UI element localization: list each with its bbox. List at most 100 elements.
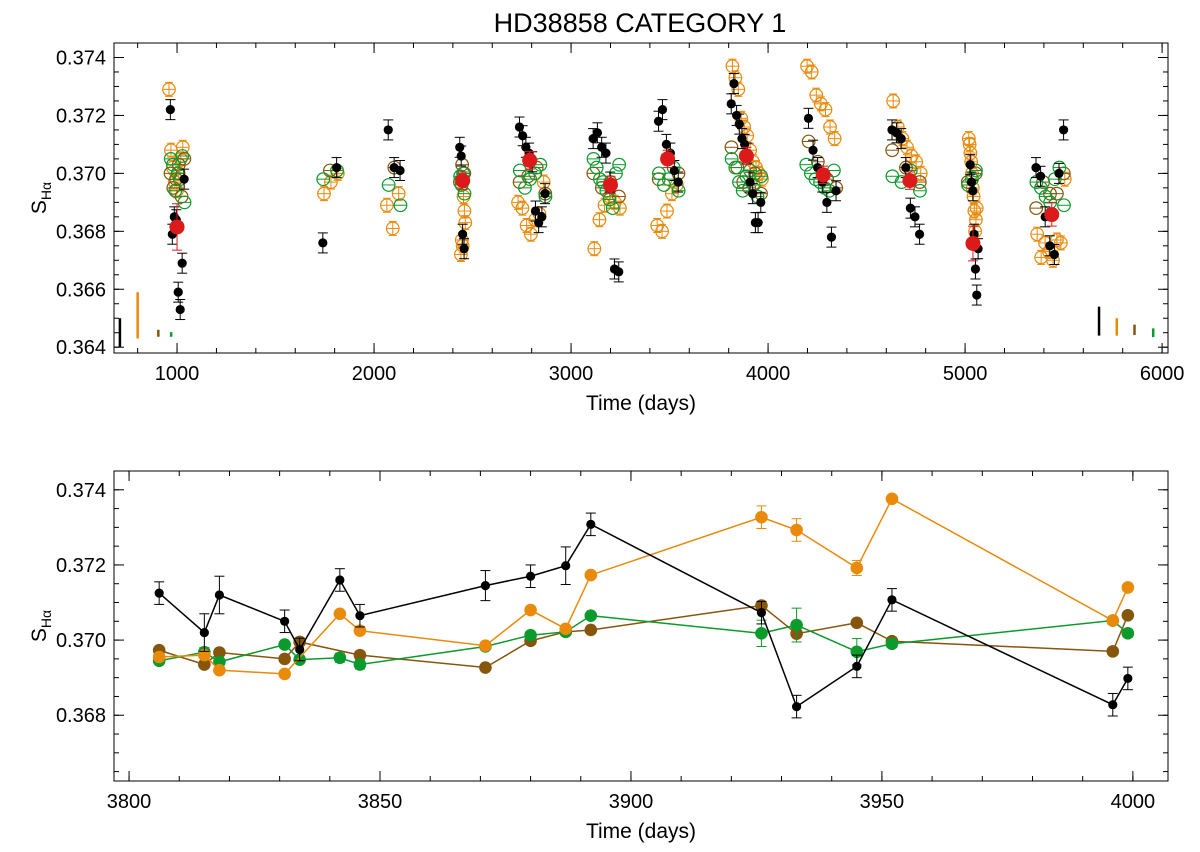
bottom-ytick-label: 0.370: [56, 630, 106, 652]
bottom-orange-point: [850, 561, 864, 575]
bottom-orange-point: [559, 622, 573, 636]
bottom-brown-point: [850, 616, 864, 630]
top-black-point: [179, 174, 189, 184]
top-black-point: [756, 197, 766, 207]
top-black-point: [530, 206, 541, 216]
bottom-brown-point: [198, 658, 211, 671]
top-seasonal-mean: [660, 151, 676, 167]
top-seasonal-mean: [815, 167, 831, 183]
bottom-orange-point: [198, 648, 211, 662]
bottom-panel: 3800 3850 3900 3950 4000 0.368 0.370 0.372 0.374…: [28, 470, 1169, 843]
bottom-green-point: [790, 618, 803, 632]
bottom-brown-point: [213, 646, 226, 659]
bottom-green-point: [278, 638, 291, 651]
bottom-black-point: [756, 608, 767, 618]
bottom-brown-point: [353, 648, 367, 662]
top-black-point: [968, 186, 978, 196]
top-black-point: [383, 125, 393, 135]
bottom-orange-point: [584, 568, 598, 582]
top-black-point: [745, 177, 755, 187]
top-black-point: [601, 148, 611, 158]
bottom-xtick-label: 3950: [860, 791, 905, 813]
top-seasonal-mean: [738, 148, 754, 164]
top-black-point: [914, 229, 925, 239]
top-black-point: [905, 203, 915, 213]
top-black-point: [734, 119, 744, 129]
top-black-point: [173, 287, 183, 297]
bottom-green-point: [353, 658, 367, 671]
top-panel: 1000 2000 3000 4000 5000 6000 0.364 0.366 0.368 0…: [28, 42, 1185, 415]
top-black-point: [669, 165, 679, 176]
top-black-point: [826, 232, 837, 242]
top-black-point: [661, 139, 672, 150]
bottom-green-point: [524, 628, 537, 642]
bottom-orange-point: [479, 639, 492, 653]
top-black-point: [514, 122, 525, 132]
bottom-orange-point: [755, 510, 768, 524]
top-black-point: [966, 177, 977, 187]
top-black-point: [748, 189, 758, 199]
top-black-point: [518, 131, 528, 141]
top-xtick-label: 4000: [746, 363, 791, 385]
top-black-point: [592, 128, 602, 138]
top-black-point: [808, 145, 818, 155]
top-seasonal-mean: [169, 219, 185, 235]
bottom-green-point: [885, 637, 899, 651]
bottom-orange-point: [333, 607, 347, 621]
bottom-black-point: [791, 702, 802, 712]
top-ytick-label: 0.368: [56, 221, 106, 243]
top-xtick-label: 1000: [155, 363, 200, 385]
top-xlabel: Time (days): [586, 392, 696, 415]
top-black-point: [1031, 162, 1041, 173]
top-seasonal-mean: [965, 235, 981, 251]
top-ytick-label: 0.372: [56, 105, 106, 127]
bottom-black-point: [295, 644, 305, 655]
bottom-black-point: [199, 627, 209, 638]
bottom-brown-point: [584, 623, 598, 637]
bottom-plot-frame: [113, 470, 1169, 782]
bottom-orange-point: [353, 624, 367, 637]
top-black-point: [537, 212, 547, 222]
top-xtick-label: 6000: [1140, 363, 1185, 385]
top-black-point: [1036, 171, 1046, 181]
top-black-point: [1058, 125, 1069, 135]
top-seasonal-mean: [902, 173, 918, 189]
top-black-point: [1045, 241, 1055, 251]
bottom-xtick-label: 4000: [1111, 791, 1156, 813]
top-ytick-label: 0.364: [56, 337, 106, 359]
top-xtick-label: 2000: [352, 363, 397, 385]
bottom-black-point: [154, 588, 164, 598]
bottom-orange-point: [1106, 614, 1120, 627]
top-black-point: [965, 160, 975, 170]
top-black-point: [753, 218, 763, 228]
top-black-point: [657, 105, 668, 115]
bottom-black-point: [280, 616, 290, 626]
bottom-brown-point: [1121, 608, 1135, 622]
top-black-point: [395, 165, 405, 176]
bottom-brown-point: [278, 652, 291, 666]
top-black-point: [318, 238, 328, 248]
top-black-point: [901, 162, 911, 173]
top-ytick-label: 0.370: [56, 163, 106, 185]
top-black-point: [726, 99, 736, 109]
top-seasonal-mean: [455, 173, 471, 189]
bottom-green-point: [333, 651, 347, 665]
top-xtick-label: 3000: [549, 363, 594, 385]
top-xtick-label: 5000: [943, 363, 988, 385]
top-black-point: [970, 264, 981, 274]
bottom-green-point: [755, 627, 768, 640]
top-seasonal-mean: [522, 152, 538, 168]
top-black-point: [1054, 168, 1064, 178]
bottom-green-point: [584, 609, 598, 622]
bottom-black-point: [355, 611, 365, 621]
bottom-line-black: [158, 523, 1129, 708]
bottom-orange-point: [1121, 581, 1135, 594]
bottom-black-point: [335, 575, 345, 585]
bottom-brown-point: [1106, 645, 1120, 658]
bottom-black-point: [887, 595, 897, 605]
bottom-ylabel: SHα: [28, 610, 54, 642]
bottom-black-point: [480, 581, 491, 591]
bottom-ytick-label: 0.368: [56, 705, 106, 727]
bottom-brown-point: [479, 661, 492, 674]
top-black-point: [822, 197, 832, 207]
